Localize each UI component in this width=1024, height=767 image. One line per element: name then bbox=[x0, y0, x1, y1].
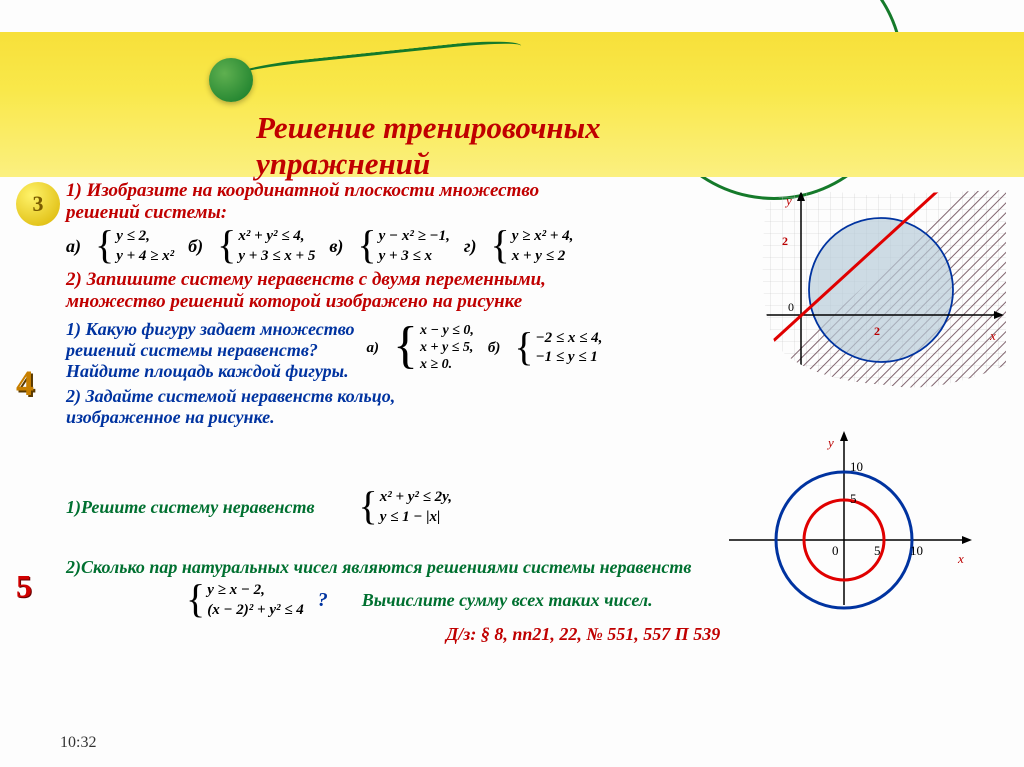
time-display: 10:32 bbox=[60, 734, 96, 752]
sys3b-l1: −2 ≤ x ≤ 4, bbox=[536, 329, 603, 349]
g1-ylabel: y bbox=[784, 193, 792, 208]
system-g: { y ≥ x² + 4, x + y ≤ 2 bbox=[491, 227, 574, 266]
label-a: а) bbox=[66, 236, 81, 257]
g2-origin: 0 bbox=[832, 543, 839, 558]
system-5: { x² + y² ≤ 2y, y ≤ 1 − |x| bbox=[359, 488, 453, 527]
decor-dot bbox=[209, 58, 253, 102]
label-g: г) bbox=[464, 236, 477, 257]
g2-tick5x: 5 bbox=[874, 543, 881, 558]
sys3b-l2: −1 ≤ y ≤ 1 bbox=[536, 348, 603, 368]
sys6-l1: y ≥ x − 2, bbox=[207, 581, 304, 601]
task3-line3: Найдите площадь каждой фигуры. bbox=[66, 361, 355, 382]
g2-ylabel: y bbox=[826, 435, 834, 450]
task3-line2: решений системы неравенств? bbox=[66, 340, 355, 361]
g1-xlabel: x bbox=[989, 328, 996, 343]
sys6-l2: (x − 2)² + y² ≤ 4 bbox=[207, 601, 304, 621]
task5-label: 1)Решите систему неравенств bbox=[66, 497, 315, 518]
system-b: { x² + y² ≤ 4, y + 3 ≤ x + 5 bbox=[217, 227, 315, 266]
g2-xlabel: x bbox=[957, 551, 964, 566]
sys-g-line2: x + y ≤ 2 bbox=[512, 247, 574, 267]
sys3a-l1: x − y ≤ 0, bbox=[420, 323, 474, 340]
g2-tick10x: 10 bbox=[910, 543, 923, 558]
slide-title: Решение тренировочных упражнений bbox=[256, 110, 768, 182]
system-a: { y ≤ 2, y + 4 ≥ x² bbox=[95, 227, 174, 266]
g2-tick10y: 10 bbox=[850, 459, 863, 474]
g1-tick-x: 2 bbox=[874, 324, 880, 338]
graph-ring: 0 5 10 5 10 y x bbox=[714, 425, 974, 615]
task3-line1: 1) Какую фигуру задает множество bbox=[66, 319, 355, 340]
system-3a: { x − y ≤ 0, x + y ≤ 5, x ≥ 0. bbox=[393, 323, 474, 373]
g1-origin: 0 bbox=[788, 300, 794, 314]
g2-tick5y: 5 bbox=[850, 491, 857, 506]
sys5-l2: y ≤ 1 − |x| bbox=[380, 508, 452, 528]
homework: Д/з: § 8, пп21, 22, № 551, 557 П 539 bbox=[446, 624, 1004, 645]
label-b: б) bbox=[188, 236, 203, 257]
sys3a-l2: x + y ≤ 5, bbox=[420, 340, 474, 357]
system-6: { y ≥ x − 2, (x − 2)² + y² ≤ 4 bbox=[186, 581, 304, 620]
sys3a-l3: x ≥ 0. bbox=[420, 357, 474, 374]
question-mark: ? bbox=[318, 589, 328, 612]
system-v: { y − x² ≥ −1, y + 3 ≤ x bbox=[357, 227, 450, 266]
g1-tick-y: 2 bbox=[782, 234, 788, 248]
sys-a-line1: y ≤ 2, bbox=[116, 227, 174, 247]
label-v: в) bbox=[329, 236, 343, 257]
sys-g-line1: y ≥ x² + 4, bbox=[512, 227, 574, 247]
label-3b: б) bbox=[488, 340, 500, 357]
label-3a: а) bbox=[367, 340, 380, 357]
sys-v-line1: y − x² ≥ −1, bbox=[379, 227, 450, 247]
task6-after: Вычислите сумму всех таких чисел. bbox=[362, 590, 653, 611]
sys-b-line1: x² + y² ≤ 4, bbox=[238, 227, 315, 247]
section-4-icon: 4 bbox=[16, 362, 60, 406]
sys-a-line2: y + 4 ≥ x² bbox=[116, 247, 174, 267]
section-5-icon: 5 bbox=[16, 568, 60, 612]
graph-circle-line: y x 2 2 0 bbox=[746, 185, 1006, 395]
sys5-l1: x² + y² ≤ 2y, bbox=[380, 488, 452, 508]
section-3-icon bbox=[16, 182, 60, 226]
sys-v-line2: y + 3 ≤ x bbox=[379, 247, 450, 267]
sys-b-line2: y + 3 ≤ x + 5 bbox=[238, 247, 315, 267]
system-3b: { −2 ≤ x ≤ 4, −1 ≤ y ≤ 1 bbox=[514, 329, 602, 368]
